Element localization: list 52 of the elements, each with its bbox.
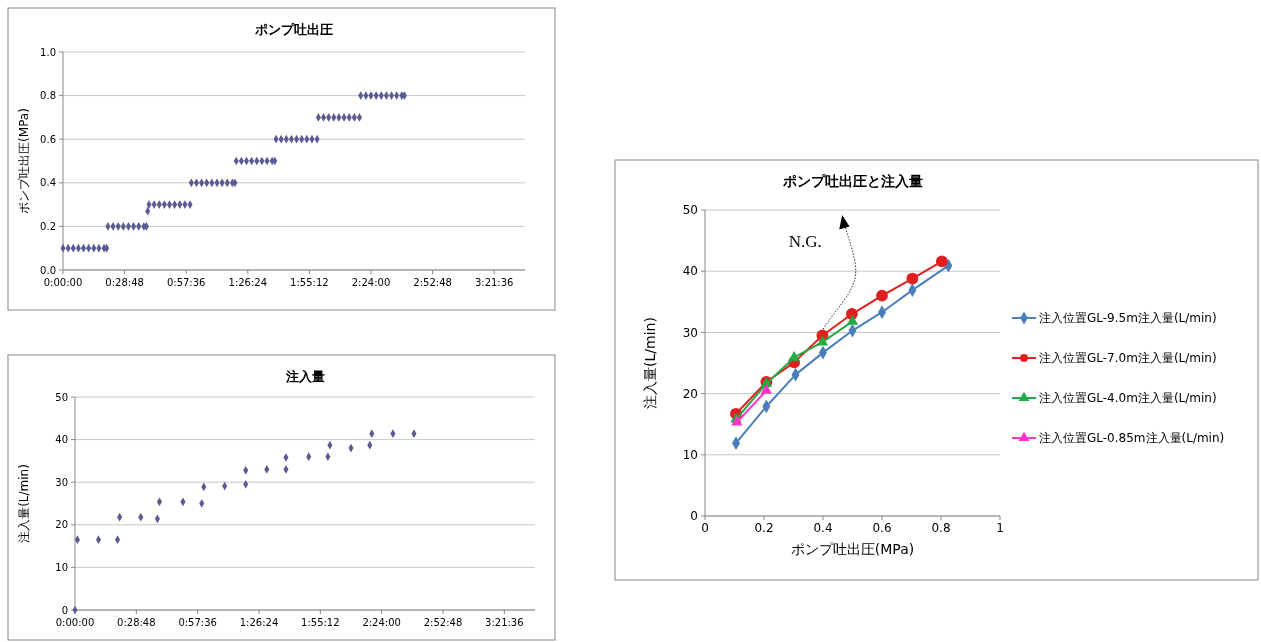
legend-label: 注入位置GL-7.0m注入量(L/min) bbox=[1039, 351, 1217, 366]
y-tick-label: 10 bbox=[55, 561, 68, 573]
y-tick-label: 10 bbox=[682, 448, 698, 462]
x-tick-label: 0.8 bbox=[931, 521, 951, 535]
chart-title: 注入量 bbox=[284, 369, 325, 384]
x-tick-label: 3:21:36 bbox=[485, 617, 524, 628]
y-tick-label: 30 bbox=[682, 325, 698, 340]
x-tick-label: 0.4 bbox=[813, 521, 833, 535]
y-tick-label: 1.0 bbox=[40, 46, 56, 58]
y-tick-label: 0.2 bbox=[40, 220, 56, 232]
legend-label: 注入位置GL-4.0m注入量(L/min) bbox=[1039, 391, 1217, 406]
y-tick-label: 0.8 bbox=[40, 90, 56, 102]
x-tick-label: 0:00:00 bbox=[43, 277, 83, 288]
x-tick-label: 0.2 bbox=[754, 521, 774, 535]
x-tick-label: 1:26:24 bbox=[239, 617, 279, 628]
y-tick-label: 0.6 bbox=[40, 133, 56, 145]
chart-title: ポンプ吐出圧 bbox=[254, 22, 333, 37]
y-tick-label: 30 bbox=[55, 476, 68, 488]
y-tick-label: 0.0 bbox=[40, 264, 56, 276]
y-axis-title: ポンプ吐出圧(MPa) bbox=[17, 108, 31, 214]
y-tick-label: 40 bbox=[55, 434, 68, 446]
y-tick-label: 40 bbox=[682, 264, 698, 279]
x-tick-label: 0:57:36 bbox=[178, 617, 217, 628]
y-axis-title: 注入量(L/min) bbox=[17, 464, 31, 543]
x-tick-label: 2:24:00 bbox=[362, 617, 401, 628]
x-tick-label: 1:26:24 bbox=[228, 277, 268, 288]
y-tick-label: 20 bbox=[682, 386, 698, 401]
y-tick-label: 50 bbox=[55, 391, 68, 403]
x-tick-label: 3:21:36 bbox=[474, 277, 514, 288]
x-tick-label: 2:24:00 bbox=[351, 277, 391, 288]
y-tick-label: 0 bbox=[61, 604, 68, 616]
x-tick-label: 0:00:00 bbox=[55, 617, 95, 628]
x-tick-label: 2:52:48 bbox=[423, 617, 463, 628]
x-tick-label: 1:55:12 bbox=[301, 617, 340, 628]
x-tick-label: 0 bbox=[701, 521, 709, 535]
x-tick-label: 2:52:48 bbox=[413, 277, 452, 288]
x-tick-label: 1:55:12 bbox=[290, 277, 329, 288]
x-tick-label: 1 bbox=[996, 521, 1004, 535]
chart-title: ポンプ吐出圧と注入量 bbox=[781, 173, 923, 189]
x-axis-title: ポンプ吐出圧(MPa) bbox=[790, 541, 915, 557]
x-tick-label: 0:28:48 bbox=[117, 617, 156, 628]
legend-label: 注入位置GL-9.5m注入量(L/min) bbox=[1039, 311, 1217, 326]
y-tick-label: 0.4 bbox=[40, 177, 56, 189]
x-tick-label: 0:28:48 bbox=[105, 277, 144, 288]
x-tick-label: 0:57:36 bbox=[166, 277, 206, 288]
legend-label: 注入位置GL-0.85m注入量(L/min) bbox=[1039, 431, 1225, 446]
y-tick-label: 20 bbox=[55, 519, 68, 531]
x-tick-label: 0.6 bbox=[872, 521, 892, 535]
y-tick-label: 50 bbox=[682, 203, 698, 218]
y-tick-label: 0 bbox=[690, 509, 698, 524]
y-axis-title: 注入量(L/min) bbox=[642, 317, 658, 409]
annotation: N.G. bbox=[788, 231, 822, 251]
